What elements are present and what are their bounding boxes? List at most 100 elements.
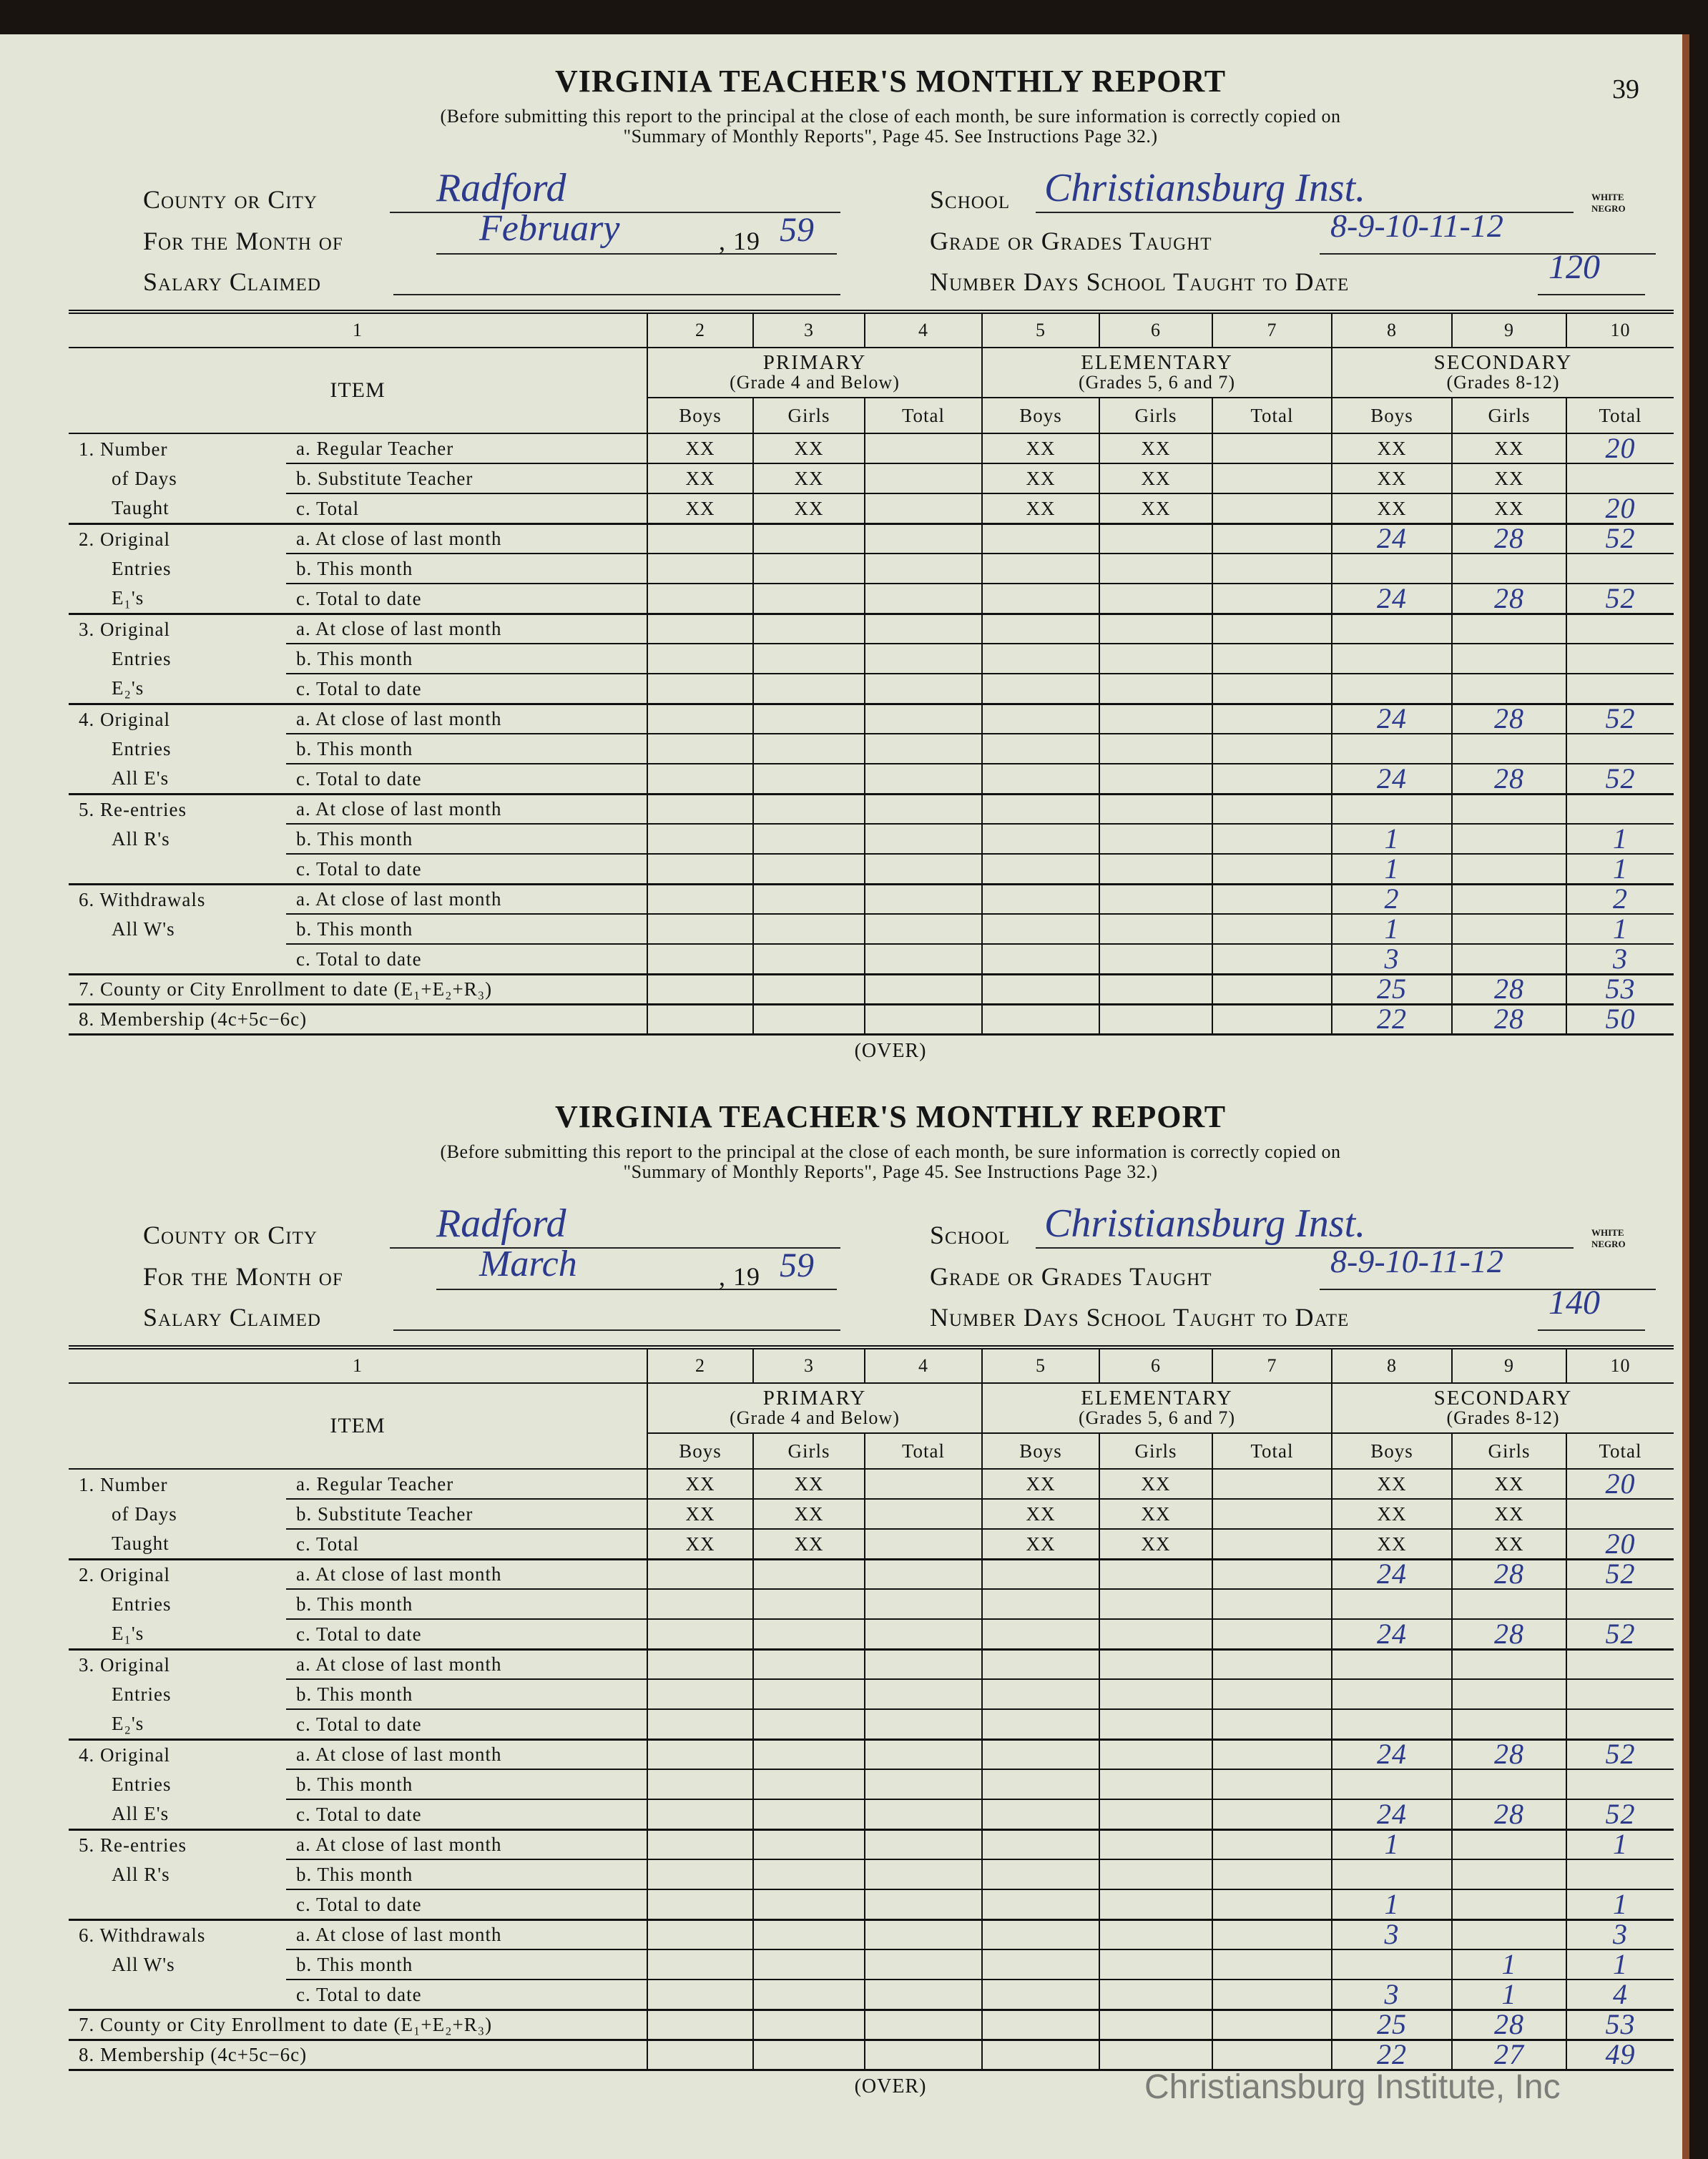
table-cell[interactable]	[752, 614, 865, 644]
grades-line[interactable]	[1320, 220, 1656, 255]
table-cell[interactable]	[752, 1004, 865, 1036]
table-cell[interactable]	[1099, 674, 1212, 705]
table-cell[interactable]	[981, 1709, 1099, 1741]
table-cell[interactable]	[1099, 1619, 1212, 1651]
table-cell[interactable]	[1566, 734, 1674, 764]
table-cell[interactable]	[981, 1004, 1099, 1036]
table-cell[interactable]	[647, 944, 753, 975]
table-cell[interactable]	[752, 2040, 865, 2071]
table-cell[interactable]	[1212, 1739, 1332, 1770]
table-cell[interactable]: XX	[981, 1469, 1099, 1500]
table-cell[interactable]	[981, 584, 1099, 615]
table-cell[interactable]	[864, 1769, 982, 1800]
table-cell[interactable]	[752, 734, 865, 764]
table-cell[interactable]: XX	[752, 1499, 865, 1530]
table-cell[interactable]: 20	[1566, 1469, 1674, 1500]
table-cell[interactable]: 28	[1451, 1619, 1566, 1651]
table-cell[interactable]	[1566, 1709, 1674, 1741]
table-cell[interactable]	[1212, 584, 1332, 615]
table-cell[interactable]: XX	[1099, 1529, 1212, 1560]
table-cell[interactable]	[981, 1949, 1099, 1980]
table-cell[interactable]	[1099, 854, 1212, 885]
table-cell[interactable]	[1212, 1889, 1332, 1921]
table-cell[interactable]	[864, 1739, 982, 1770]
table-cell[interactable]	[1566, 1499, 1674, 1530]
table-cell[interactable]	[864, 884, 982, 915]
table-cell[interactable]	[1331, 674, 1452, 705]
table-cell[interactable]	[752, 824, 865, 855]
table-cell[interactable]: 28	[1451, 764, 1566, 795]
grades-line[interactable]	[1320, 1256, 1656, 1290]
table-cell[interactable]: 3	[1566, 1919, 1674, 1950]
table-cell[interactable]	[1099, 584, 1212, 615]
table-cell[interactable]	[752, 1739, 865, 1770]
table-cell[interactable]	[1099, 1559, 1212, 1590]
table-cell[interactable]	[864, 1589, 982, 1620]
table-cell[interactable]	[1451, 1589, 1566, 1620]
table-cell[interactable]	[1099, 2010, 1212, 2041]
table-cell[interactable]	[752, 854, 865, 885]
table-cell[interactable]	[1212, 2040, 1332, 2071]
table-cell[interactable]	[1099, 944, 1212, 975]
table-cell[interactable]: XX	[1099, 1499, 1212, 1530]
table-cell[interactable]	[864, 584, 982, 615]
table-cell[interactable]	[864, 1859, 982, 1890]
table-cell[interactable]	[1451, 1649, 1566, 1680]
days-line[interactable]	[1538, 1297, 1645, 1331]
table-cell[interactable]	[864, 644, 982, 674]
table-cell[interactable]	[1451, 794, 1566, 825]
table-cell[interactable]: XX	[647, 493, 753, 525]
table-cell[interactable]: 1	[1331, 854, 1452, 885]
table-cell[interactable]	[752, 1619, 865, 1651]
table-cell[interactable]	[1212, 1980, 1332, 2011]
table-cell[interactable]	[1099, 1799, 1212, 1831]
table-cell[interactable]	[1331, 1589, 1452, 1620]
table-cell[interactable]	[864, 764, 982, 795]
table-cell[interactable]: 28	[1451, 704, 1566, 734]
table-cell[interactable]	[647, 1739, 753, 1770]
table-cell[interactable]	[1099, 1589, 1212, 1620]
table-cell[interactable]	[1331, 1679, 1452, 1710]
table-cell[interactable]	[1566, 463, 1674, 494]
table-cell[interactable]	[864, 614, 982, 644]
table-cell[interactable]: 20	[1566, 433, 1674, 464]
school-line[interactable]	[1036, 1214, 1574, 1249]
table-cell[interactable]: XX	[1331, 463, 1452, 494]
table-cell[interactable]	[1331, 794, 1452, 825]
table-cell[interactable]	[1451, 1769, 1566, 1800]
table-cell[interactable]	[1099, 523, 1212, 554]
table-cell[interactable]	[981, 1589, 1099, 1620]
table-cell[interactable]	[1212, 794, 1332, 825]
table-cell[interactable]	[1212, 884, 1332, 915]
table-cell[interactable]	[864, 794, 982, 825]
table-cell[interactable]	[752, 914, 865, 945]
table-cell[interactable]	[864, 554, 982, 584]
table-cell[interactable]: XX	[1451, 493, 1566, 525]
table-cell[interactable]	[864, 1649, 982, 1680]
table-cell[interactable]	[981, 1559, 1099, 1590]
table-cell[interactable]	[1451, 1889, 1566, 1921]
table-cell[interactable]	[1212, 974, 1332, 1005]
table-cell[interactable]	[981, 974, 1099, 1005]
table-cell[interactable]: 24	[1331, 1619, 1452, 1651]
table-cell[interactable]: 1	[1566, 854, 1674, 885]
table-cell[interactable]	[1566, 1859, 1674, 1890]
table-cell[interactable]	[864, 1559, 982, 1590]
table-cell[interactable]	[864, 1529, 982, 1560]
table-cell[interactable]	[864, 734, 982, 764]
table-cell[interactable]: XX	[752, 1469, 865, 1500]
table-cell[interactable]	[752, 974, 865, 1005]
table-cell[interactable]: 20	[1566, 493, 1674, 525]
table-cell[interactable]	[1566, 614, 1674, 644]
table-cell[interactable]	[1451, 884, 1566, 915]
table-cell[interactable]	[1451, 1709, 1566, 1741]
table-cell[interactable]	[981, 554, 1099, 584]
county-line[interactable]	[390, 179, 840, 213]
table-cell[interactable]	[1212, 433, 1332, 464]
table-cell[interactable]: 52	[1566, 1559, 1674, 1590]
table-cell[interactable]: 24	[1331, 1559, 1452, 1590]
table-cell[interactable]	[1212, 2010, 1332, 2041]
table-cell[interactable]	[1212, 1769, 1332, 1800]
table-cell[interactable]	[1212, 1004, 1332, 1036]
table-cell[interactable]	[752, 1709, 865, 1741]
